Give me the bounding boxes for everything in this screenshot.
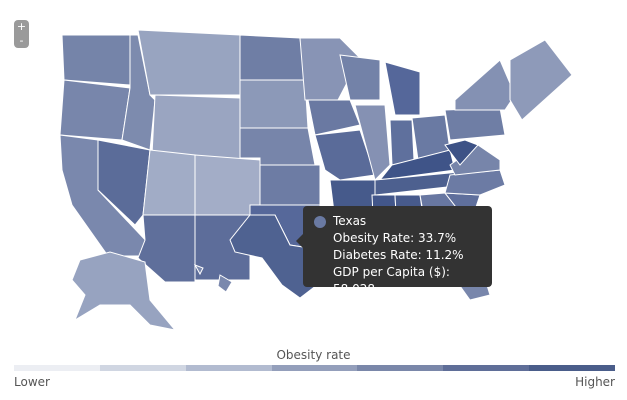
state[interactable] — [444, 107, 506, 141]
state[interactable] — [59, 79, 131, 141]
state[interactable] — [142, 149, 196, 216]
legend-low-label: Lower — [14, 375, 50, 389]
state[interactable] — [217, 274, 233, 293]
tooltip-line: GDP per Capita ($): 58,028 — [333, 265, 450, 296]
state[interactable] — [61, 34, 131, 86]
state[interactable] — [239, 79, 309, 129]
legend-step — [529, 365, 616, 371]
state[interactable] — [151, 94, 241, 161]
tooltip-line: Obesity Rate: 33.7% — [333, 231, 457, 245]
state[interactable] — [121, 34, 156, 151]
state[interactable] — [354, 104, 391, 181]
state[interactable] — [509, 39, 573, 121]
zoom-control: + - — [14, 20, 29, 48]
state[interactable] — [314, 129, 376, 181]
state[interactable] — [454, 59, 516, 111]
legend-title: Obesity rate — [276, 348, 351, 362]
state[interactable] — [193, 264, 204, 276]
state[interactable] — [389, 119, 415, 166]
state[interactable] — [97, 139, 151, 226]
legend-step — [271, 365, 358, 371]
state[interactable] — [71, 251, 177, 331]
tooltip-state: Texas — [333, 214, 367, 228]
state[interactable] — [194, 214, 251, 281]
state[interactable] — [384, 61, 421, 116]
zoom-out-button[interactable]: - — [19, 34, 24, 47]
legend-step — [185, 365, 272, 371]
legend-step — [99, 365, 186, 371]
state[interactable] — [339, 54, 381, 101]
legend-step — [14, 365, 100, 371]
legend-step — [357, 365, 444, 371]
zoom-in-button[interactable]: + — [16, 20, 27, 33]
us-map — [59, 29, 573, 331]
tooltip-line: Diabetes Rate: 11.2% — [333, 248, 464, 262]
legend-step — [443, 365, 530, 371]
state[interactable] — [259, 164, 321, 206]
state[interactable] — [307, 99, 361, 136]
legend-bar — [14, 365, 616, 371]
legend-high-label: Higher — [575, 375, 615, 389]
tooltip: Texas Obesity Rate: 33.7% Diabetes Rate:… — [296, 206, 492, 296]
state[interactable] — [137, 29, 241, 96]
state[interactable] — [444, 139, 479, 166]
state[interactable] — [239, 34, 306, 81]
tooltip-swatch — [314, 216, 326, 228]
